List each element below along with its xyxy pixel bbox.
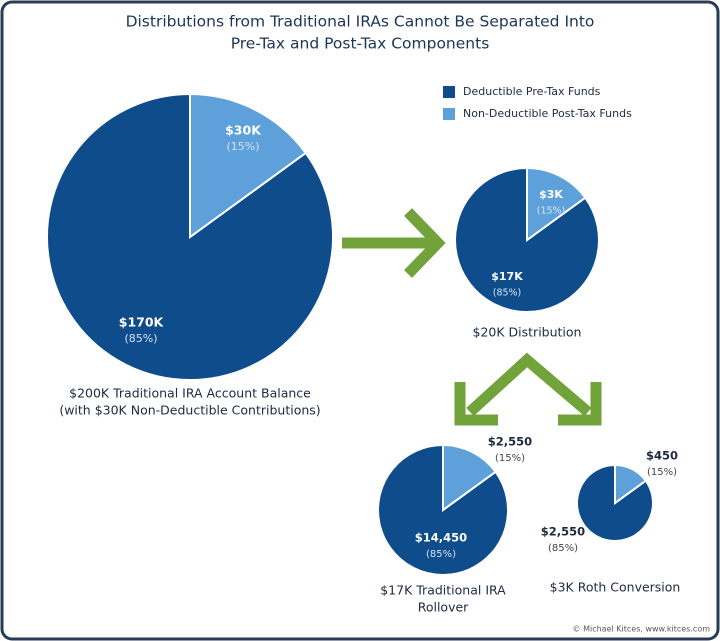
- pie-caption: Rollover: [418, 600, 469, 615]
- value-label: $170K: [119, 315, 165, 330]
- pie-caption: $17K Traditional IRA: [380, 583, 506, 598]
- pie-chart: $14,450 (85%) $2,550 (15%) $17K Traditional …: [377, 435, 532, 615]
- value-label: $2,550: [488, 435, 532, 449]
- pie-caption: (with $30K Non-Deductible Contributions): [59, 403, 320, 418]
- pie-chart: $2,550 (85%) $450 (15%) $3K Roth Conversion: [541, 449, 681, 595]
- title-line: Distributions from Traditional IRAs Cann…: [126, 13, 595, 31]
- pie-caption: $3K Roth Conversion: [550, 580, 681, 595]
- legend-label: Non-Deductible Post-Tax Funds: [463, 107, 632, 120]
- pie-chart: $170K (85%) $30K (15%) $200K Traditional IRA…: [46, 92, 334, 418]
- percent-label: (15%): [537, 206, 566, 217]
- percent-label: (85%): [426, 549, 456, 560]
- arrow-head: [404, 208, 446, 278]
- percent-label: (15%): [647, 467, 677, 478]
- value-label: $14,450: [415, 531, 467, 545]
- pie-chart: $17K (85%) $3K (15%) $20K Distribution: [454, 166, 600, 340]
- arrows: [342, 208, 602, 426]
- arrow: [466, 352, 592, 417]
- title-line: Pre-Tax and Post-Tax Components: [231, 35, 490, 53]
- value-label: $2,550: [541, 525, 585, 539]
- arrow-head: [558, 382, 602, 426]
- percent-label: (85%): [124, 332, 157, 345]
- percent-label: (15%): [226, 140, 259, 153]
- pie-slice: [526, 166, 587, 242]
- value-label: $17K: [491, 270, 523, 283]
- pie-slice: [442, 443, 497, 512]
- arrow-head: [454, 382, 498, 426]
- legend-swatch: [443, 86, 455, 98]
- value-label: $30K: [225, 123, 262, 138]
- pie-slice: [189, 92, 308, 239]
- value-label: $450: [646, 449, 678, 463]
- pie-caption: $200K Traditional IRA Account Balance: [69, 386, 311, 401]
- legend-swatch: [443, 108, 455, 120]
- pie-slice: [614, 463, 648, 505]
- percent-label: (85%): [493, 288, 522, 299]
- value-label: $3K: [539, 188, 563, 201]
- percent-label: (15%): [495, 453, 525, 464]
- credit: © Michael Kitces, www.kitces.com: [573, 625, 711, 634]
- pie-slice: [377, 443, 509, 576]
- pie-slice: [46, 92, 334, 381]
- percent-label: (85%): [548, 543, 578, 554]
- pie-caption: $20K Distribution: [473, 325, 582, 340]
- legend-label: Deductible Pre-Tax Funds: [463, 85, 601, 98]
